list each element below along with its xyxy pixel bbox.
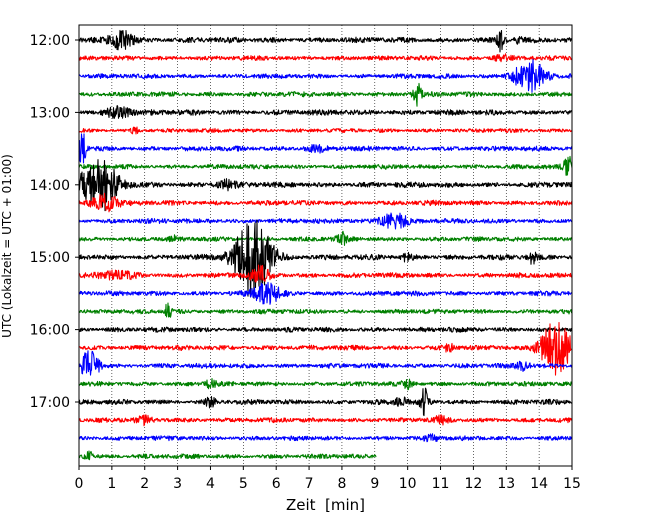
x-tick-label-1: 1 <box>107 476 116 492</box>
trace-1200 <box>78 29 573 53</box>
trace-1630 <box>78 350 573 376</box>
x-tick-label-6: 6 <box>272 476 281 492</box>
trace-1230 <box>78 58 573 93</box>
trace-1300 <box>78 105 573 119</box>
x-tick-label-13: 13 <box>497 476 515 492</box>
x-tick-label-10: 10 <box>399 476 417 492</box>
trace-1645 <box>78 378 573 391</box>
trace-series-group <box>78 29 573 461</box>
trace-1715 <box>78 414 573 427</box>
trace-1615 <box>78 321 573 376</box>
trace-1415 <box>78 192 573 213</box>
y-tick-label-1: 13:00 <box>30 105 70 121</box>
x-tick-label-5: 5 <box>239 476 248 492</box>
y-axis: 12:00 13:00 14:00 15:00 16:00 17:00 <box>30 33 79 411</box>
y-tick-label-5: 17:00 <box>30 395 70 411</box>
trace-1400 <box>78 159 573 212</box>
trace-1600 <box>78 326 573 333</box>
trace-1330 <box>78 133 573 164</box>
x-tick-label-2: 2 <box>140 476 149 492</box>
trace-1445 <box>78 230 573 246</box>
y-tick-label-3: 15:00 <box>30 250 70 266</box>
trace-1515 <box>78 264 573 283</box>
x-tick-label-8: 8 <box>337 476 346 492</box>
trace-1530 <box>78 281 573 305</box>
plot-background <box>79 25 572 466</box>
trace-1730 <box>78 433 573 443</box>
trace-1430 <box>78 212 573 230</box>
x-tick-label-0: 0 <box>75 476 84 492</box>
y-tick-label-2: 14:00 <box>30 178 70 194</box>
trace-1745 <box>78 450 377 461</box>
trace-1245 <box>78 82 573 107</box>
trace-1215 <box>78 53 573 63</box>
x-tick-label-15: 15 <box>563 476 581 492</box>
x-tick-label-9: 9 <box>370 476 379 492</box>
x-tick-label-11: 11 <box>432 476 450 492</box>
x-axis-label: Zeit [min] <box>286 496 365 514</box>
x-tick-label-7: 7 <box>305 476 314 492</box>
x-axis: 0 1 2 3 4 5 6 7 8 9 10 11 12 13 14 15 <box>75 466 581 492</box>
x-tick-label-4: 4 <box>206 476 215 492</box>
y-axis-label: UTC (Lokalzeit = UTC + 01:00) <box>0 154 14 338</box>
trace-1345 <box>78 155 573 176</box>
y-tick-label-4: 16:00 <box>30 323 70 339</box>
x-tick-label-14: 14 <box>530 476 548 492</box>
y-tick-label-0: 12:00 <box>30 33 70 49</box>
trace-1500 <box>78 219 573 299</box>
plot-frame <box>78 24 573 467</box>
x-tick-label-3: 3 <box>173 476 182 492</box>
trace-1700 <box>78 387 573 417</box>
trace-1545 <box>78 302 573 318</box>
trace-1315 <box>78 126 573 135</box>
x-tick-label-12: 12 <box>464 476 482 492</box>
